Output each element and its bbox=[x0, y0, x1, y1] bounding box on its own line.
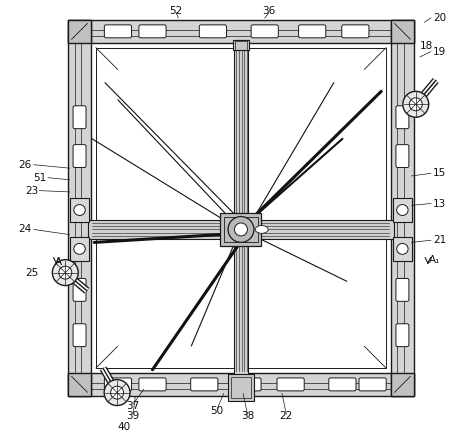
Ellipse shape bbox=[255, 226, 268, 233]
Circle shape bbox=[104, 380, 130, 405]
Text: 15: 15 bbox=[433, 168, 446, 178]
Bar bbox=[233, 39, 249, 50]
Text: 23: 23 bbox=[25, 186, 38, 196]
Ellipse shape bbox=[397, 204, 408, 215]
Text: 52: 52 bbox=[170, 7, 183, 16]
Text: 13: 13 bbox=[433, 199, 446, 209]
FancyBboxPatch shape bbox=[329, 378, 356, 391]
FancyBboxPatch shape bbox=[234, 378, 261, 391]
Ellipse shape bbox=[74, 243, 85, 254]
FancyBboxPatch shape bbox=[105, 25, 132, 38]
Text: 39: 39 bbox=[127, 411, 140, 421]
Text: 51: 51 bbox=[33, 173, 47, 183]
Circle shape bbox=[53, 260, 78, 286]
FancyBboxPatch shape bbox=[396, 106, 409, 128]
Text: 24: 24 bbox=[18, 224, 31, 234]
FancyBboxPatch shape bbox=[73, 324, 86, 347]
Bar bbox=[224, 217, 258, 242]
Bar bbox=[391, 20, 414, 396]
Text: 38: 38 bbox=[241, 411, 254, 421]
Bar bbox=[393, 198, 412, 222]
FancyBboxPatch shape bbox=[396, 324, 409, 347]
FancyBboxPatch shape bbox=[342, 25, 369, 38]
Bar bbox=[231, 377, 251, 398]
Bar bbox=[70, 198, 89, 222]
Circle shape bbox=[59, 266, 72, 279]
FancyBboxPatch shape bbox=[105, 378, 132, 391]
Bar bbox=[68, 20, 91, 43]
Text: 25: 25 bbox=[25, 268, 38, 278]
Bar bbox=[96, 48, 386, 368]
Text: 26: 26 bbox=[18, 160, 31, 170]
FancyBboxPatch shape bbox=[396, 279, 409, 301]
Bar bbox=[391, 373, 414, 396]
Bar bbox=[393, 237, 412, 261]
Bar bbox=[68, 373, 414, 396]
FancyBboxPatch shape bbox=[359, 378, 386, 391]
Text: 22: 22 bbox=[280, 411, 293, 421]
FancyBboxPatch shape bbox=[73, 145, 86, 168]
Bar bbox=[235, 41, 247, 50]
Text: 40: 40 bbox=[118, 422, 131, 432]
Text: A₁: A₁ bbox=[429, 255, 440, 265]
Ellipse shape bbox=[397, 243, 408, 254]
Bar bbox=[70, 237, 89, 261]
Bar bbox=[68, 373, 91, 396]
Bar bbox=[88, 220, 394, 239]
Text: 21: 21 bbox=[433, 235, 446, 245]
Bar bbox=[391, 20, 414, 43]
Bar bbox=[220, 213, 262, 246]
Text: 36: 36 bbox=[262, 7, 276, 16]
FancyBboxPatch shape bbox=[251, 25, 278, 38]
FancyBboxPatch shape bbox=[191, 378, 218, 391]
Circle shape bbox=[403, 91, 429, 117]
Bar bbox=[234, 40, 248, 219]
Bar bbox=[228, 374, 254, 401]
Text: 19: 19 bbox=[433, 46, 446, 56]
FancyBboxPatch shape bbox=[139, 25, 166, 38]
Circle shape bbox=[234, 223, 248, 236]
Text: A: A bbox=[55, 257, 62, 267]
FancyBboxPatch shape bbox=[139, 378, 166, 391]
Text: 37: 37 bbox=[127, 401, 140, 411]
Text: 20: 20 bbox=[433, 13, 446, 23]
FancyBboxPatch shape bbox=[199, 25, 227, 38]
Bar bbox=[68, 20, 91, 396]
Text: 50: 50 bbox=[211, 406, 224, 416]
Circle shape bbox=[228, 217, 254, 243]
Bar bbox=[68, 20, 414, 43]
Circle shape bbox=[409, 98, 422, 111]
FancyBboxPatch shape bbox=[73, 106, 86, 128]
FancyBboxPatch shape bbox=[277, 378, 304, 391]
Bar bbox=[234, 240, 248, 376]
Ellipse shape bbox=[74, 204, 85, 215]
Text: 18: 18 bbox=[420, 41, 433, 51]
FancyBboxPatch shape bbox=[396, 145, 409, 168]
FancyBboxPatch shape bbox=[73, 279, 86, 301]
Circle shape bbox=[111, 386, 123, 399]
FancyBboxPatch shape bbox=[299, 25, 326, 38]
